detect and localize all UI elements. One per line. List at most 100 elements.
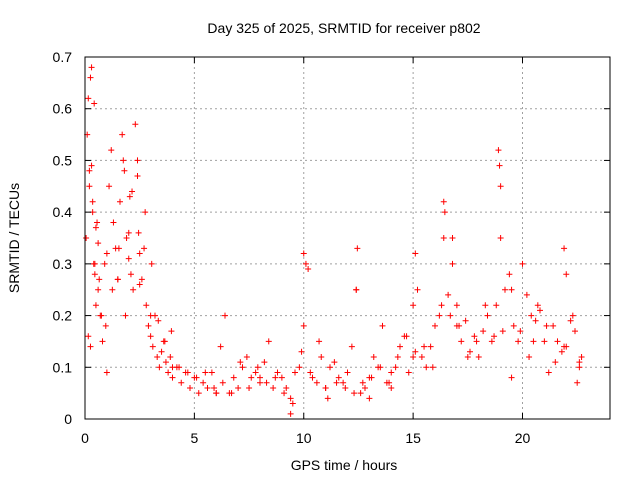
data-point [453,322,460,329]
data-point [162,359,169,366]
y-tick-label: 0 [64,411,72,427]
data-point [101,260,108,267]
data-point [148,260,155,267]
data-point [445,291,452,298]
y-tick-label: 0.5 [53,152,73,168]
data-point [91,271,98,278]
data-point [88,162,95,169]
data-point [563,343,570,350]
data-point [109,286,116,293]
data-point [366,395,373,402]
data-point [103,250,110,257]
x-tick-label: 20 [515,430,531,446]
data-point [87,74,94,81]
data-point [147,333,154,340]
data-point [473,338,480,345]
data-point [348,343,355,350]
data-point [541,338,548,345]
data-point [254,364,261,371]
data-point [283,384,290,391]
data-point [510,322,517,329]
data-point [497,235,504,241]
y-tick-label: 0.6 [53,101,73,117]
data-point [471,333,478,340]
data-point [333,379,340,386]
data-point [464,353,471,360]
data-point [287,395,294,402]
data-point [237,359,244,366]
data-point [497,183,504,190]
data-point [453,302,460,309]
data-point [354,245,361,252]
data-point [252,369,259,376]
data-point [574,379,581,386]
data-point [154,353,161,360]
data-point [108,147,115,154]
y-tick-label: 0.1 [53,359,73,375]
data-point [526,353,533,360]
data-point [368,374,375,381]
data-point [158,348,165,355]
data-point [414,286,421,293]
data-point [248,374,255,381]
data-point [403,333,410,340]
data-point [87,343,94,350]
data-point [572,328,578,335]
data-point [219,379,226,386]
data-point [528,312,535,319]
data-point [85,333,92,340]
data-point [530,338,537,345]
y-axis-ticks: 0 0.1 0.2 0.3 0.4 0.5 0.6 0.7 [53,49,610,427]
data-point [132,121,139,128]
data-point [552,359,559,366]
data-point [502,286,508,293]
data-point [123,235,130,241]
data-point [410,302,417,309]
data-point [136,250,143,257]
data-point [449,235,456,241]
x-tick-label: 0 [81,430,89,446]
data-point [386,379,393,386]
data-point [138,276,145,283]
data-point [307,369,314,376]
data-point [436,312,443,319]
data-point [149,343,156,350]
data-point [567,317,574,324]
data-point [193,374,200,381]
data-point [441,209,448,216]
data-point [213,390,220,397]
data-point [281,390,288,397]
data-point [228,390,235,397]
data-point [274,369,281,376]
data-point [377,364,384,371]
data-point [578,353,585,360]
data-point [135,229,142,236]
data-point [475,353,482,360]
data-point [289,400,296,407]
data-point [484,312,491,319]
data-point [550,322,557,329]
y-tick-label: 0.4 [53,204,73,220]
data-point [169,364,176,371]
x-tick-label: 15 [405,430,421,446]
data-point [142,209,149,216]
data-point [187,384,193,391]
data-point [257,379,263,386]
data-point [91,100,98,107]
data-point [143,302,150,309]
data-point [423,364,430,371]
data-point [340,379,347,386]
x-axis-ticks: 0 5 10 15 20 [81,57,530,446]
data-point [344,369,351,376]
x-tick-label: 10 [296,430,312,446]
data-point [222,312,228,319]
data-point [563,271,570,278]
data-point [353,286,360,293]
data-point [491,333,498,340]
data-point [92,302,99,309]
data-point [508,286,515,293]
data-point [392,364,399,371]
data-point [114,276,121,283]
data-point [122,312,129,319]
